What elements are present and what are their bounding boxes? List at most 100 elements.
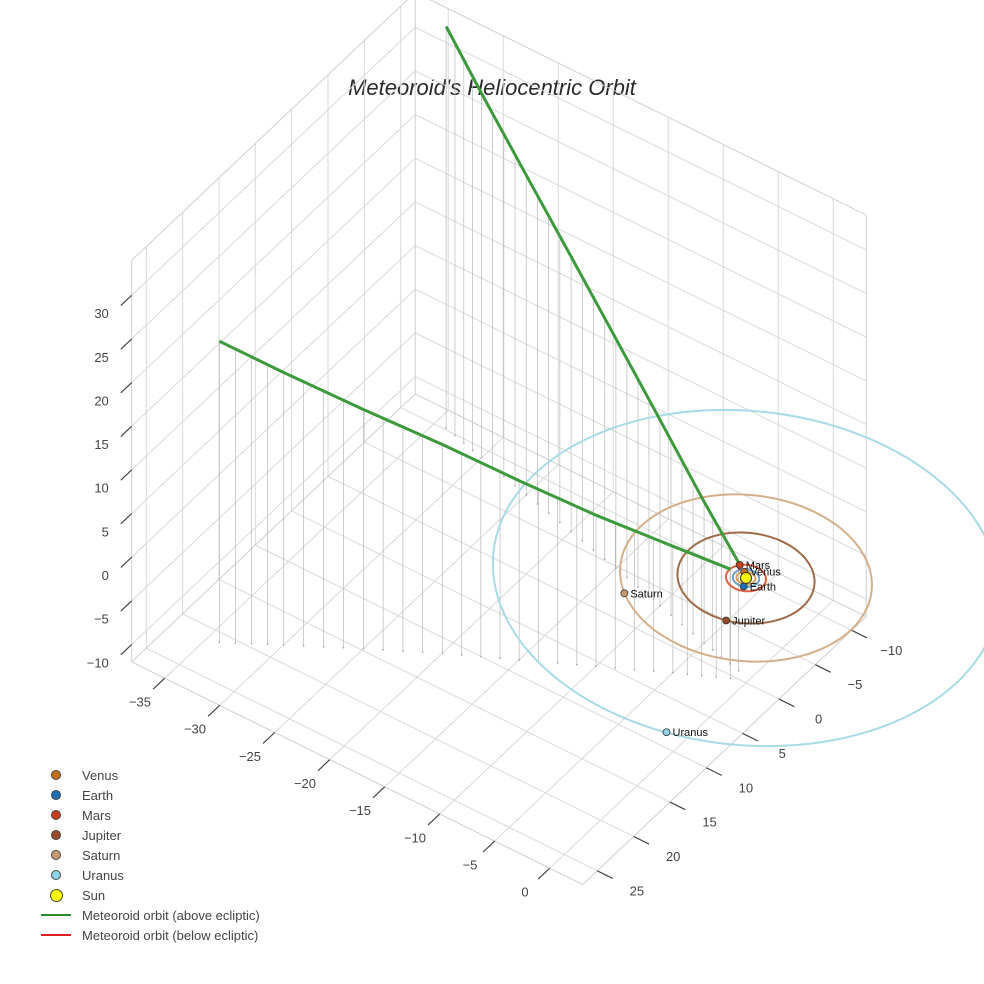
x-tick-mark xyxy=(317,759,331,772)
z-tick-label: −5 xyxy=(94,612,109,627)
side-grid-z xyxy=(131,26,416,296)
side-grid-z xyxy=(131,376,416,645)
orbit-saturn xyxy=(619,493,873,663)
legend-item-jupiter[interactable]: Jupiter xyxy=(40,825,260,845)
drop-foot xyxy=(556,662,559,664)
drop-foot xyxy=(547,512,550,515)
legend-label: Sun xyxy=(82,887,106,903)
y-tick-label: −10 xyxy=(880,643,902,658)
drop-foot xyxy=(633,668,636,671)
floor-grid-x xyxy=(164,409,449,679)
z-tick-mark xyxy=(120,382,133,394)
drop-foot xyxy=(454,434,456,437)
legend-item-mars[interactable]: Mars xyxy=(40,805,260,825)
y-tick-label: 10 xyxy=(739,780,753,795)
legend-dot-marker xyxy=(51,830,61,840)
drop-foot xyxy=(592,549,595,551)
x-tick-label: −5 xyxy=(463,857,478,872)
legend-item-venus[interactable]: Venus xyxy=(40,765,260,785)
legend-item-saturn[interactable]: Saturn xyxy=(40,845,260,865)
drop-foot xyxy=(670,614,672,617)
drop-foot xyxy=(479,655,482,658)
drop-foot xyxy=(671,671,674,674)
drop-foot xyxy=(471,449,474,452)
drop-foot xyxy=(401,650,404,652)
planet-jupiter xyxy=(722,616,731,625)
drop-foot xyxy=(703,642,705,645)
back-grid-z xyxy=(415,157,867,382)
drop-foot xyxy=(614,567,617,570)
drop-foot xyxy=(480,457,483,459)
y-tick-label: 15 xyxy=(702,815,716,830)
floor-grid-x xyxy=(219,437,504,706)
x-tick-label: −25 xyxy=(239,749,261,764)
z-tick-mark xyxy=(120,556,133,568)
chart-title: Meteoroid's Heliocentric Orbit xyxy=(348,75,637,100)
drop-foot xyxy=(518,658,521,661)
drop-foot xyxy=(729,677,732,680)
legend-swatch xyxy=(40,870,72,880)
drop-foot xyxy=(514,484,516,487)
drop-foot xyxy=(322,645,325,648)
z-tick-mark xyxy=(120,294,133,306)
z-tick-label: 20 xyxy=(94,393,108,408)
drop-foot xyxy=(737,669,740,672)
z-tick-mark xyxy=(120,644,133,656)
drop-foot xyxy=(581,539,584,542)
side-grid-z xyxy=(131,114,416,383)
planet-earth xyxy=(739,582,748,591)
legend-line-marker xyxy=(41,914,71,916)
y-tick-label: 20 xyxy=(666,849,680,864)
drop-foot xyxy=(558,521,561,524)
planet-uranus xyxy=(662,728,671,737)
legend-item-meteoroid-orbit-below-ecliptic[interactable]: Meteoroid orbit (below ecliptic) xyxy=(40,925,260,945)
legend-swatch xyxy=(40,770,72,780)
legend-item-uranus[interactable]: Uranus xyxy=(40,865,260,885)
floor-grid-x xyxy=(494,572,779,842)
drop-foot xyxy=(462,442,465,444)
legend-item-earth[interactable]: Earth xyxy=(40,785,260,805)
drop-foot xyxy=(652,670,655,673)
drop-foot xyxy=(648,595,650,598)
floor-grid-y xyxy=(218,579,671,803)
legend-label: Uranus xyxy=(82,867,124,883)
x-tick-label: −30 xyxy=(184,722,206,737)
legend-swatch xyxy=(40,810,72,820)
drop-foot xyxy=(637,586,639,588)
floor-grid-y xyxy=(182,613,634,837)
drop-foot xyxy=(499,657,501,659)
y-tick-label: 25 xyxy=(630,883,644,898)
x-tick-label: 0 xyxy=(521,885,528,900)
planet-label-jupiter: Jupiter xyxy=(732,615,765,627)
legend-line-marker xyxy=(41,934,71,936)
drop-foot xyxy=(234,642,237,644)
legend-dot-marker xyxy=(51,810,61,820)
drop-foot xyxy=(441,652,444,655)
y-tick-label: 5 xyxy=(779,746,786,761)
planet-mars xyxy=(735,561,744,569)
legend[interactable]: Venus Earth Mars Jupiter Saturn Uranus Sun Mete… xyxy=(40,765,260,945)
legend-label: Earth xyxy=(82,787,114,803)
z-tick-mark xyxy=(120,338,133,350)
drop-foot xyxy=(715,676,718,678)
y-tick-mark xyxy=(669,801,686,811)
z-tick-label: 30 xyxy=(94,306,108,321)
y-tick-mark xyxy=(815,664,832,673)
floor-grid-x xyxy=(439,545,724,815)
drop-foot xyxy=(575,663,578,666)
y-tick-label: 0 xyxy=(815,712,822,727)
drop-foot xyxy=(570,530,572,533)
grid xyxy=(131,0,867,885)
planet-label-earth: Earth xyxy=(750,581,776,593)
legend-item-sun[interactable]: Sun xyxy=(40,885,260,905)
y-tick-mark xyxy=(742,732,759,742)
legend-swatch xyxy=(40,790,72,800)
floor-grid-x xyxy=(384,518,669,788)
x-tick-mark xyxy=(207,704,221,717)
back-grid-z xyxy=(415,201,867,425)
drop-foot xyxy=(614,666,617,669)
legend-label: Mars xyxy=(82,807,111,823)
legend-item-meteoroid-orbit-above-ecliptic[interactable]: Meteoroid orbit (above ecliptic) xyxy=(40,905,260,925)
back-grid-z xyxy=(415,114,867,338)
